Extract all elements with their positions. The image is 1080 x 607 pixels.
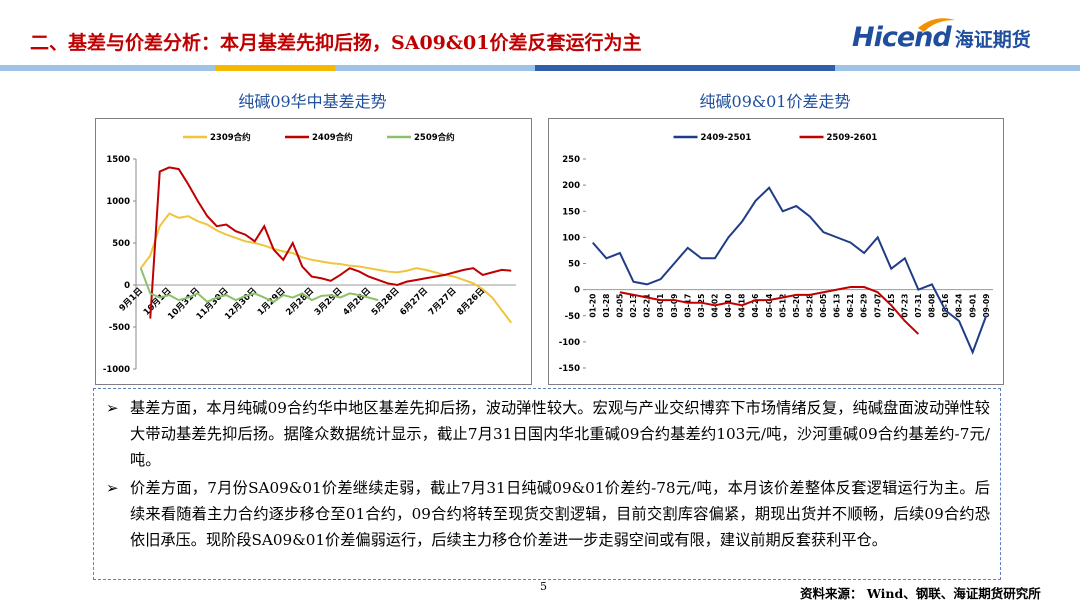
bullet: ➢ 价差方面，7月份SA09&01价差继续走弱，截止7月31日纯碱09&01价差约… bbox=[106, 479, 990, 549]
x-tick-label: 07-23 bbox=[900, 294, 909, 318]
bullet-text: 价差方面，7月份SA09&01价差继续走弱，截止7月31日纯碱09&01价差约-… bbox=[130, 479, 990, 549]
x-tick-label: 07-31 bbox=[914, 294, 923, 318]
x-tick-label: 3月29日 bbox=[313, 286, 345, 318]
y-tick-label: 1500 bbox=[106, 155, 130, 165]
logo-cn: 海证期货 bbox=[954, 29, 1031, 51]
y-tick-label: 200 bbox=[562, 181, 580, 191]
x-tick-label: 03-01 bbox=[656, 294, 665, 318]
x-tick-label: 1月29日 bbox=[256, 286, 288, 318]
y-tick-label: -150 bbox=[559, 364, 580, 374]
x-tick-label: 03-25 bbox=[697, 294, 706, 318]
legend-label: 2309合约 bbox=[210, 132, 251, 143]
legend-label: 2409合约 bbox=[312, 132, 353, 143]
page-number: 5 bbox=[540, 580, 547, 593]
chart-title: 纯碱09华中基差走势 bbox=[238, 92, 387, 111]
source: 资料来源： Wind、钢联、海证期货研究所 bbox=[800, 586, 1041, 601]
x-tick-label: 04-10 bbox=[724, 294, 733, 318]
slide-title: 二、基差与价差分析：本月基差先抑后扬，SA09&01价差反套运行为主 bbox=[30, 32, 642, 54]
x-tick-label: 6月27日 bbox=[398, 286, 430, 318]
logo-swoosh bbox=[918, 18, 955, 32]
x-tick-label: 4月28日 bbox=[341, 286, 373, 318]
chart: -150 -100 -50 0 50 100 150 200 250 01-20 01-28 02-0… bbox=[548, 118, 1004, 385]
x-tick-label: 08-16 bbox=[941, 294, 950, 318]
x-tick-label: 03-09 bbox=[670, 294, 679, 318]
x-tick-label: 06-29 bbox=[860, 294, 869, 318]
x-tick-label: 05-04 bbox=[765, 294, 774, 318]
bullet: ➢ 基差方面，本月纯碱09合约华中地区基差先抑后扬，波动弹性较大。宏观与产业交织博… bbox=[106, 399, 990, 469]
y-tick-label: 250 bbox=[562, 155, 580, 165]
legend-label: 2409-2501 bbox=[701, 133, 752, 143]
y-tick-label: 0 bbox=[124, 281, 130, 291]
chart-title: 纯碱09&01价差走势 bbox=[699, 92, 851, 111]
x-tick-label: 9月1日 bbox=[118, 286, 145, 313]
logo-en: Hicend bbox=[852, 22, 952, 53]
x-tick-label: 03-17 bbox=[683, 294, 692, 318]
x-tick-label: 08-08 bbox=[928, 294, 937, 318]
series-line bbox=[139, 267, 379, 303]
x-tick-label: 04-26 bbox=[751, 294, 760, 318]
x-tick-label: 09-09 bbox=[982, 294, 991, 318]
x-tick-label: 06-13 bbox=[833, 294, 842, 318]
text-box: ➢ 基差方面，本月纯碱09合约华中地区基差先抑后扬，波动弹性较大。宏观与产业交织博… bbox=[93, 388, 1001, 580]
legend-label: 2509-2601 bbox=[827, 133, 878, 143]
legend-label: 2509合约 bbox=[414, 132, 455, 143]
x-tick-label: 05-28 bbox=[805, 294, 814, 318]
x-tick-label: 7月27日 bbox=[427, 286, 459, 318]
bar-segment bbox=[335, 65, 535, 71]
x-tick-label: 09-01 bbox=[968, 294, 977, 318]
bar-segment bbox=[0, 65, 215, 71]
x-tick-label: 06-21 bbox=[846, 294, 855, 318]
bar-segment bbox=[835, 65, 1080, 71]
x-tick-label: 08-24 bbox=[955, 294, 964, 318]
x-tick-label: 2月28日 bbox=[284, 286, 316, 318]
y-tick-label: 100 bbox=[562, 233, 580, 243]
x-tick-label: 8月26日 bbox=[455, 286, 487, 318]
y-tick-label: 1000 bbox=[106, 197, 130, 207]
series-line bbox=[139, 212, 513, 324]
x-tick-label: 02-05 bbox=[616, 294, 625, 318]
x-tick-label: 05-12 bbox=[778, 294, 787, 318]
series-line bbox=[149, 166, 512, 319]
series-line bbox=[619, 286, 920, 335]
x-tick-label: 05-20 bbox=[792, 294, 801, 318]
series-line bbox=[592, 186, 988, 356]
bar-segment bbox=[215, 65, 335, 71]
x-tick-label: 5月28日 bbox=[370, 286, 402, 318]
y-tick-label: 150 bbox=[562, 207, 580, 217]
bar-segment bbox=[535, 65, 835, 71]
x-tick-label: 06-05 bbox=[819, 294, 828, 318]
y-tick-label: 500 bbox=[112, 239, 130, 249]
bullet-text: 基差方面，本月纯碱09合约华中地区基差先抑后扬，波动弹性较大。宏观与产业交织博弈… bbox=[130, 399, 990, 469]
y-tick-label: 0 bbox=[574, 286, 580, 296]
y-tick-label: 50 bbox=[568, 260, 580, 270]
x-tick-label: 02-13 bbox=[629, 294, 638, 318]
x-tick-label: 01-28 bbox=[602, 294, 611, 318]
y-tick-label: -100 bbox=[559, 338, 580, 348]
y-tick-label: -50 bbox=[565, 312, 580, 322]
x-tick-label: 07-07 bbox=[873, 294, 882, 318]
logo: Hicend 海证期货 bbox=[852, 22, 1031, 53]
x-tick-label: 02-21 bbox=[643, 294, 652, 318]
y-tick-label: -500 bbox=[109, 323, 130, 333]
chart: -1000-5000500100015009月1日10月1日10月31日11月3… bbox=[95, 118, 532, 385]
x-tick-label: 01-20 bbox=[588, 294, 597, 318]
header-bar bbox=[0, 18, 1080, 71]
y-tick-label: -1000 bbox=[103, 365, 130, 375]
